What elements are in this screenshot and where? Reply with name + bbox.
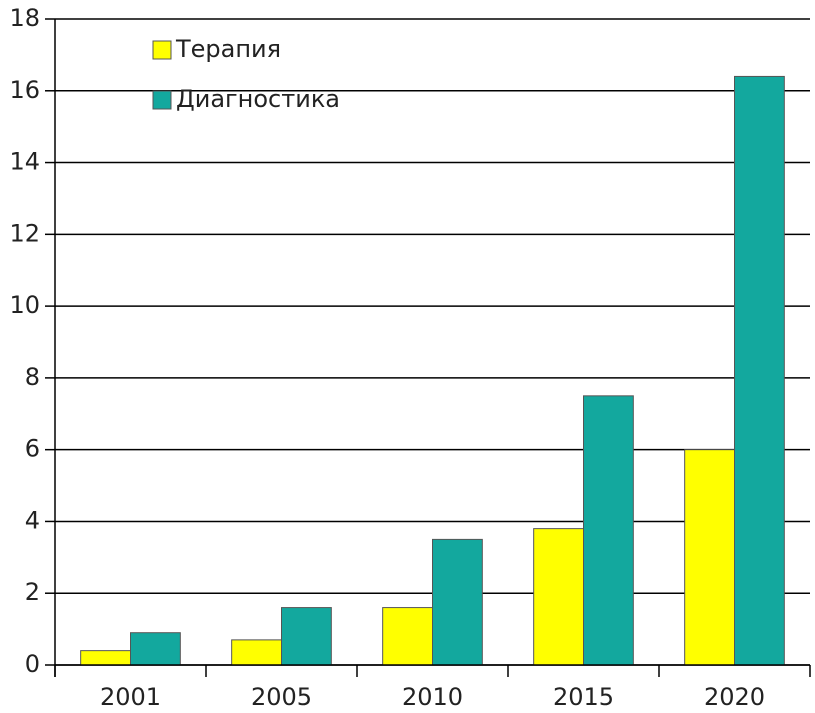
bar bbox=[432, 538, 483, 666]
bar bbox=[684, 449, 735, 666]
y-tick-label: 10 bbox=[9, 291, 40, 319]
y-tick-label: 16 bbox=[9, 76, 40, 104]
y-tick-label: 18 bbox=[9, 4, 40, 32]
x-tick-label: 2001 bbox=[100, 683, 161, 711]
y-tick-label: 12 bbox=[9, 219, 40, 247]
legend-swatch bbox=[152, 90, 172, 110]
bar bbox=[231, 639, 282, 666]
bar bbox=[130, 632, 181, 666]
bar bbox=[533, 528, 584, 666]
y-tick-label: 14 bbox=[9, 148, 40, 176]
y-tick-label: 2 bbox=[25, 578, 40, 606]
bar bbox=[382, 607, 434, 666]
x-tick-label: 2020 bbox=[704, 683, 765, 711]
x-tick-label: 2015 bbox=[553, 683, 614, 711]
x-tick-label: 2010 bbox=[402, 683, 463, 711]
legend-label: Диагностика bbox=[176, 85, 340, 113]
legend-label: Терапия bbox=[175, 35, 281, 63]
legend-swatch bbox=[152, 40, 172, 60]
bar bbox=[734, 75, 785, 666]
y-tick-label: 6 bbox=[25, 435, 40, 463]
y-tick-label: 8 bbox=[25, 363, 40, 391]
y-tick-label: 0 bbox=[25, 650, 40, 678]
x-tick-label: 2005 bbox=[251, 683, 312, 711]
bar bbox=[583, 395, 634, 666]
y-tick-label: 4 bbox=[25, 506, 40, 534]
bar bbox=[80, 650, 131, 666]
bar bbox=[281, 607, 332, 666]
